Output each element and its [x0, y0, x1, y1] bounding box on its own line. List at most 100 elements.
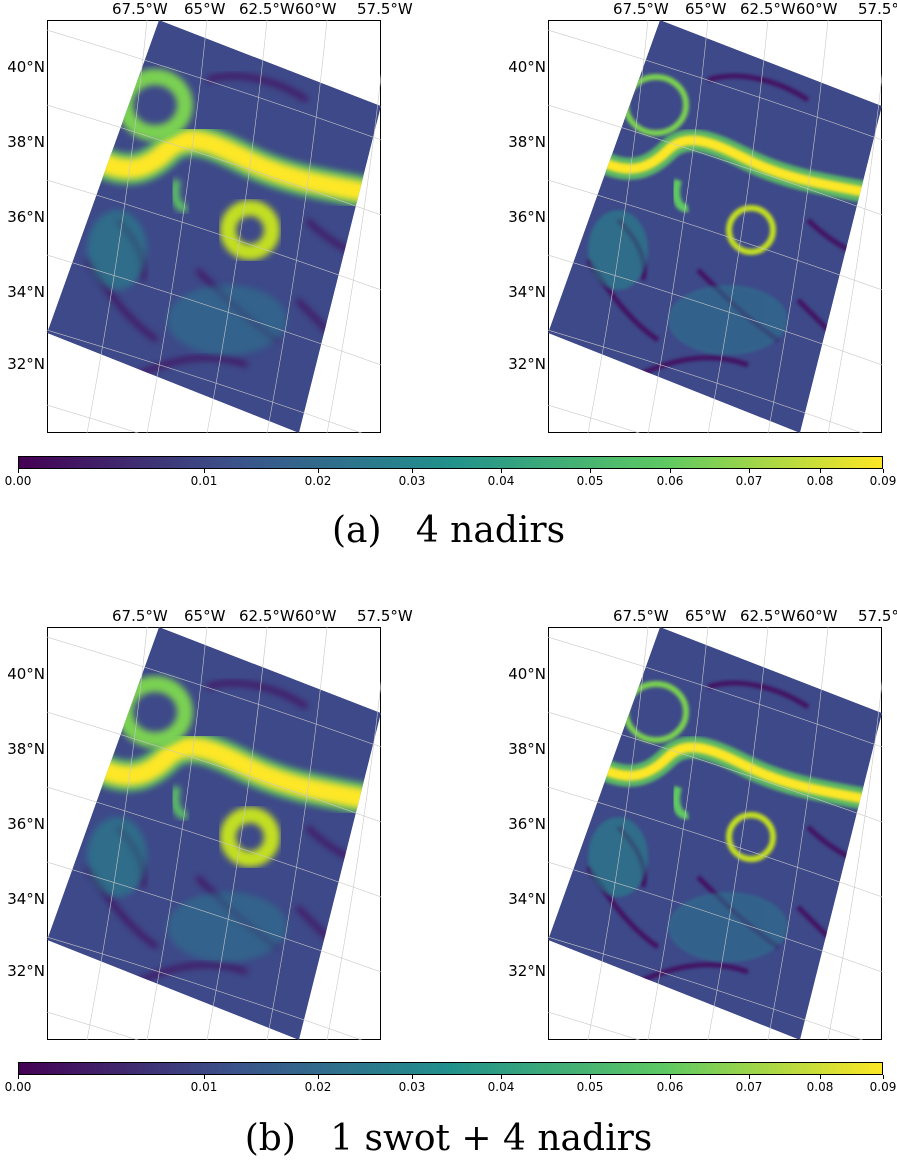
map-panel-a-left	[47, 20, 381, 433]
lon-label: 62.5°W	[740, 607, 796, 625]
colorbar-tick-mark	[18, 469, 19, 473]
lat-label: 40°N	[508, 58, 546, 76]
map-panel-b-left	[47, 627, 381, 1040]
lat-label: 38°N	[7, 133, 45, 151]
lon-label: 67.5°W	[112, 0, 168, 18]
map-frame	[47, 627, 381, 1040]
colorbar-tick-mark	[670, 1075, 671, 1079]
lon-label: 65°W	[685, 0, 727, 18]
colorbar-tick-mark	[590, 469, 591, 473]
colorbar-tick-mark	[501, 1075, 502, 1079]
lon-label: 62.5°W	[239, 0, 295, 18]
colorbar-tick-label: 0.03	[398, 474, 426, 488]
colorbar-tick-mark	[749, 1075, 750, 1079]
graticule	[548, 20, 882, 433]
lon-label: 60°W	[295, 0, 337, 18]
map-panel-b-right	[548, 627, 882, 1040]
colorbar-tick-label: 0.03	[398, 1080, 426, 1094]
lat-label: 36°N	[7, 208, 45, 226]
lon-label: 60°W	[295, 607, 337, 625]
map-b-left-svg	[47, 627, 381, 1040]
colorbar-tick-mark	[883, 469, 884, 473]
colorbar-tick-mark	[318, 469, 319, 473]
lat-label: 40°N	[508, 665, 546, 683]
colorbar-tick-mark	[749, 469, 750, 473]
lon-label: 67.5°W	[112, 607, 168, 625]
lat-label: 36°N	[7, 815, 45, 833]
caption-b: (b) 1 swot + 4 nadirs	[244, 1118, 653, 1159]
lon-label: 57.5°W	[357, 607, 413, 625]
colorbar-tick-label: 0.02	[304, 474, 332, 488]
colorbar-tick-label: 0.05	[576, 474, 604, 488]
lon-label: 57.5°W	[858, 0, 897, 18]
lat-label: 32°N	[7, 355, 45, 373]
colorbar-tick-label: 0.08	[806, 1080, 834, 1094]
colorbar-tick-label: 0.02	[304, 1080, 332, 1094]
map-frame	[548, 20, 882, 433]
colorbar-tick-mark	[501, 469, 502, 473]
lon-label: 65°W	[184, 0, 226, 18]
lon-label: 60°W	[796, 607, 838, 625]
colorbar-tick-mark	[412, 1075, 413, 1079]
lon-label: 67.5°W	[613, 607, 669, 625]
lat-label: 32°N	[508, 962, 546, 980]
field-layer	[47, 20, 381, 433]
colorbar-tick-label: 0.00	[4, 1080, 32, 1094]
lon-label: 57.5°W	[858, 607, 897, 625]
graticule	[548, 627, 882, 1040]
lon-label: 65°W	[184, 607, 226, 625]
lat-label: 40°N	[7, 665, 45, 683]
colorbar-tick-label: 0.05	[576, 1080, 604, 1094]
colorbar-tick-label: 0.09	[869, 1080, 897, 1094]
colorbar-b	[18, 1062, 883, 1075]
lat-label: 34°N	[7, 890, 45, 908]
colorbar-tick-mark	[883, 1075, 884, 1079]
colorbar-tick-label: 0.08	[806, 474, 834, 488]
map-b-right-svg	[548, 627, 882, 1040]
map-a-left-svg	[47, 20, 381, 433]
lon-label: 67.5°W	[613, 0, 669, 18]
lon-label: 62.5°W	[239, 607, 295, 625]
lon-label: 65°W	[685, 607, 727, 625]
colorbar-tick-label: 0.01	[190, 474, 218, 488]
colorbar-tick-mark	[670, 469, 671, 473]
colorbar-tick-label: 0.04	[487, 1080, 515, 1094]
map-a-right-svg	[548, 20, 882, 433]
colorbar-tick-label: 0.06	[656, 474, 684, 488]
colorbar-tick-label: 0.00	[4, 474, 32, 488]
colorbar-tick-label: 0.07	[735, 1080, 763, 1094]
lat-label: 40°N	[7, 58, 45, 76]
colorbar-tick-mark	[820, 469, 821, 473]
colorbar-tick-label: 0.01	[190, 1080, 218, 1094]
lat-label: 38°N	[508, 133, 546, 151]
map-frame	[47, 20, 381, 433]
lat-label: 34°N	[508, 283, 546, 301]
colorbar-tick-mark	[18, 1075, 19, 1079]
graticule	[47, 20, 381, 433]
colorbar-tick-mark	[412, 469, 413, 473]
colorbar-tick-mark	[590, 1075, 591, 1079]
map-panel-a-right	[548, 20, 882, 433]
field-layer	[548, 20, 882, 433]
lat-label: 32°N	[7, 962, 45, 980]
colorbar-tick-label: 0.07	[735, 474, 763, 488]
colorbar-tick-mark	[204, 469, 205, 473]
colorbar-a	[18, 456, 883, 469]
lat-label: 34°N	[508, 890, 546, 908]
lat-label: 34°N	[7, 283, 45, 301]
graticule	[47, 627, 381, 1040]
map-frame	[548, 627, 882, 1040]
colorbar-tick-mark	[318, 1075, 319, 1079]
field-layer	[548, 627, 882, 1040]
lon-label: 60°W	[796, 0, 838, 18]
lat-label: 36°N	[508, 208, 546, 226]
lat-label: 38°N	[7, 740, 45, 758]
lat-label: 38°N	[508, 740, 546, 758]
colorbar-tick-mark	[820, 1075, 821, 1079]
colorbar-tick-label: 0.09	[869, 474, 897, 488]
field-layer	[47, 627, 381, 1040]
lat-label: 36°N	[508, 815, 546, 833]
colorbar-tick-mark	[204, 1075, 205, 1079]
lon-label: 57.5°W	[357, 0, 413, 18]
caption-a: (a) 4 nadirs	[331, 510, 566, 551]
